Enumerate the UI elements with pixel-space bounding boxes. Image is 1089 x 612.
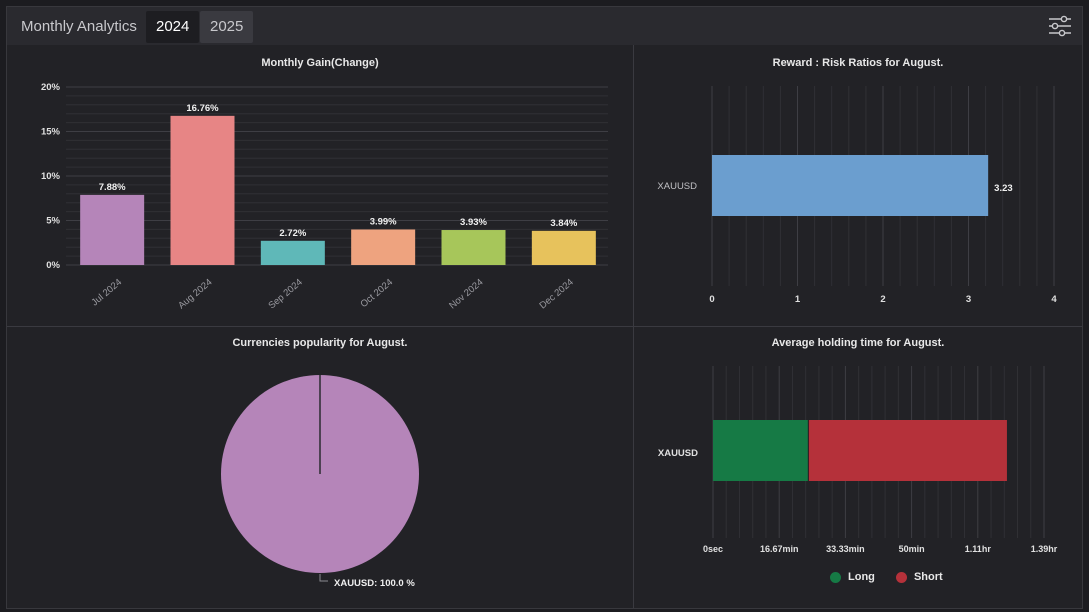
legend-dot-long — [830, 571, 841, 583]
legend-item-long[interactable]: Long — [830, 571, 875, 583]
x-tick-label: Jul 2024 — [90, 277, 125, 309]
y-tick-label: 5% — [46, 216, 60, 227]
x-tick-label: 0sec — [703, 544, 723, 554]
header-bar: Monthly Analytics 2024 2025 — [7, 7, 1082, 45]
y-tick-label: 10% — [41, 171, 61, 182]
y-tick-label: 20% — [41, 82, 61, 93]
tab-2025[interactable]: 2025 — [200, 11, 254, 43]
x-tick-label: 1.11hr — [965, 544, 992, 554]
x-tick-label: Sep 2024 — [267, 277, 305, 312]
y-category-label: XAUUSD — [658, 448, 698, 459]
bar-value-label: 2.72% — [279, 228, 306, 239]
x-tick-label: Nov 2024 — [447, 277, 485, 312]
bar-value-label: 3.84% — [550, 218, 577, 229]
x-tick-label: 1 — [795, 294, 801, 305]
page-title: Monthly Analytics — [21, 18, 137, 35]
pie-label-connector — [319, 574, 328, 582]
currency-popularity-title: Currencies popularity for August. — [232, 337, 407, 349]
bar-nov-2024 — [441, 230, 506, 265]
x-tick-label: 50min — [899, 544, 925, 554]
x-tick-label: 33.33min — [826, 544, 865, 554]
pie-slice-label: XAUUSD: 100.0 % — [334, 578, 415, 589]
bar-jul-2024 — [80, 194, 145, 265]
x-tick-label: 1.39hr — [1031, 544, 1058, 554]
bar-value-label: 3.99% — [370, 216, 397, 227]
reward-risk-title: Reward : Risk Ratios for August. — [773, 57, 944, 69]
tab-2024[interactable]: 2024 — [146, 11, 200, 43]
bar-dec-2024 — [531, 230, 596, 265]
bar-xauusd-ratio — [712, 155, 989, 216]
analytics-frame: Monthly Analytics 2024 2025 — [6, 6, 1083, 609]
reward-risk-panel — [634, 45, 1082, 327]
monthly-gain-panel — [7, 45, 634, 327]
legend-label-short: Short — [913, 571, 943, 583]
holding-time-legend: Long Short — [830, 571, 961, 586]
bar-sep-2024 — [260, 240, 325, 265]
y-category-label: XAUUSD — [657, 181, 697, 192]
x-tick-label: Oct 2024 — [358, 277, 395, 310]
x-tick-label: Dec 2024 — [538, 277, 576, 312]
x-tick-label: 4 — [1051, 294, 1057, 305]
monthly-gain-title: Monthly Gain(Change) — [261, 57, 379, 69]
bar-value-label: 16.76% — [186, 103, 219, 114]
bar-value-label: 7.88% — [99, 182, 126, 193]
x-tick-label: 16.67min — [760, 544, 799, 554]
bar-value-label: 3.93% — [460, 217, 487, 228]
legend-label-long: Long — [848, 571, 875, 583]
bar-segment-short — [808, 420, 1007, 481]
bar-value-label: 3.23 — [994, 183, 1013, 194]
holding-time-title: Average holding time for August. — [772, 337, 945, 349]
legend-dot-short — [895, 571, 907, 583]
legend-item-short[interactable]: Short — [895, 571, 943, 583]
x-tick-label: 0 — [709, 294, 714, 305]
x-tick-label: 3 — [966, 294, 971, 305]
currency-popularity-panel — [7, 327, 634, 608]
x-tick-label: Aug 2024 — [176, 277, 214, 312]
bar-segment-long — [713, 420, 809, 481]
sliders-icon[interactable] — [1048, 15, 1072, 37]
x-tick-label: 2 — [880, 294, 885, 305]
y-tick-label: 0% — [46, 260, 60, 271]
bar-aug-2024 — [170, 115, 235, 265]
y-tick-label: 15% — [41, 127, 61, 138]
bar-oct-2024 — [351, 229, 416, 265]
